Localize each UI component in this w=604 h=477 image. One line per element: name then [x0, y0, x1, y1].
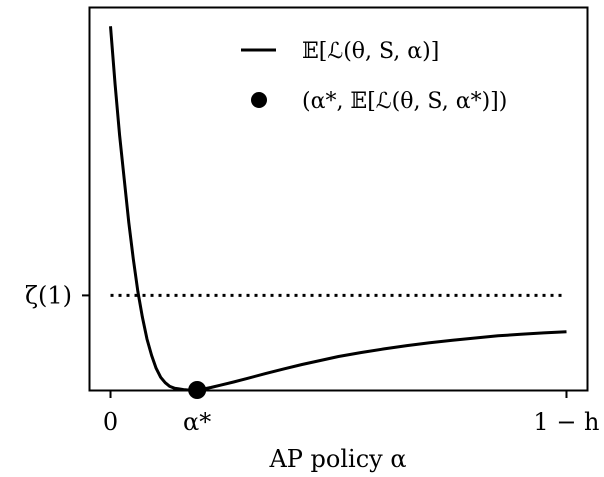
y-tick-label: ζ(1): [25, 281, 72, 309]
legend-marker-swatch: [251, 92, 267, 108]
y-axis-ticks: ζ(1): [25, 281, 90, 309]
loss-curve: [109, 26, 567, 392]
x-axis-ticks: 0 α* 1 − h: [103, 390, 600, 436]
x-tick-label: 0: [103, 408, 118, 436]
legend-label-optimum: (α*, 𝔼[ℒ(θ, S, α*)]): [302, 89, 507, 114]
x-tick-label: 1 − h: [533, 408, 599, 436]
x-axis-label: AP policy α: [268, 445, 406, 473]
legend: 𝔼[ℒ(θ, S, α)] (α*, 𝔼[ℒ(θ, S, α*)]): [241, 39, 507, 114]
x-tick-label: α*: [183, 408, 211, 436]
legend-label-curve: 𝔼[ℒ(θ, S, α)]: [302, 39, 439, 64]
plot-frame: [88, 6, 589, 392]
